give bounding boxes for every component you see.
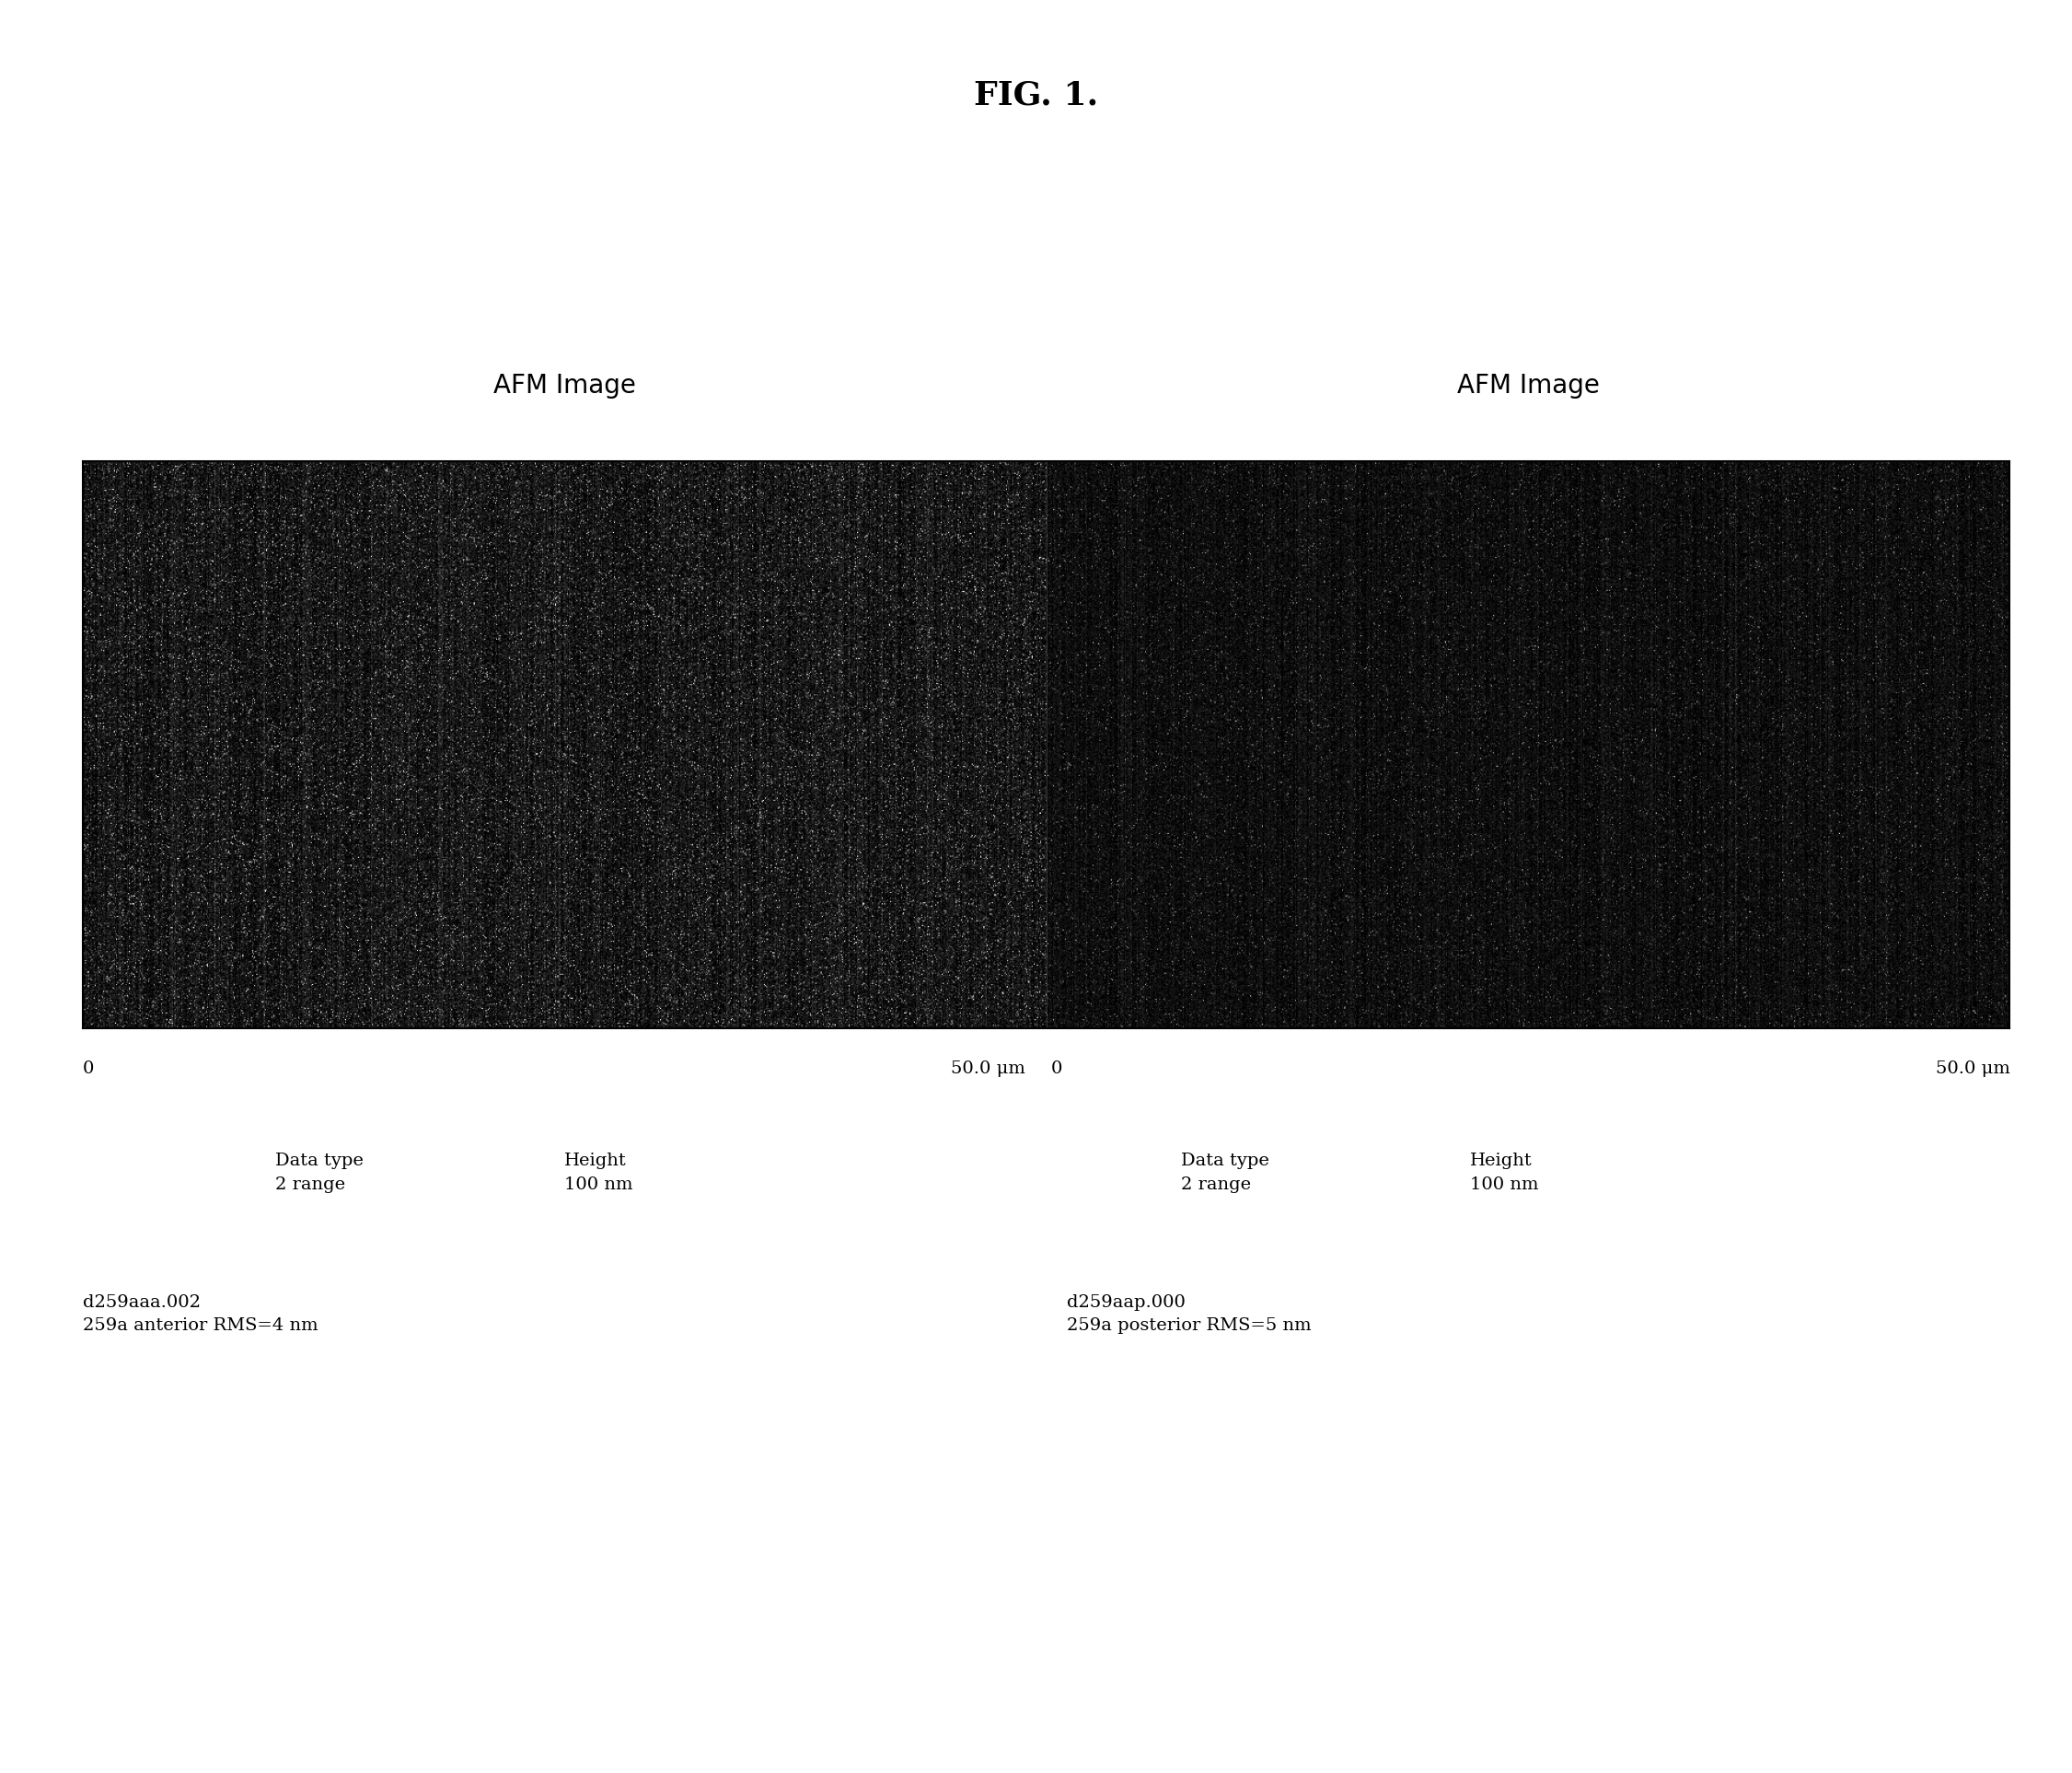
Text: Data type
2 range: Data type 2 range: [276, 1152, 365, 1193]
Text: FIG. 1.: FIG. 1.: [974, 80, 1098, 112]
Text: Height
100 nm: Height 100 nm: [564, 1152, 634, 1193]
Text: 50.0 μm: 50.0 μm: [1935, 1060, 2010, 1076]
Text: 50.0 μm: 50.0 μm: [951, 1060, 1026, 1076]
Text: Height
100 nm: Height 100 nm: [1471, 1152, 1539, 1193]
Text: d259aap.000
259a posterior RMS=5 nm: d259aap.000 259a posterior RMS=5 nm: [1067, 1294, 1312, 1333]
Text: 0: 0: [83, 1060, 93, 1076]
Text: AFM Image: AFM Image: [1457, 372, 1600, 399]
Text: AFM Image: AFM Image: [493, 372, 636, 399]
Text: Data type
2 range: Data type 2 range: [1181, 1152, 1270, 1193]
Text: d259aaa.002
259a anterior RMS=4 nm: d259aaa.002 259a anterior RMS=4 nm: [83, 1294, 319, 1333]
Text: 0: 0: [1051, 1060, 1061, 1076]
